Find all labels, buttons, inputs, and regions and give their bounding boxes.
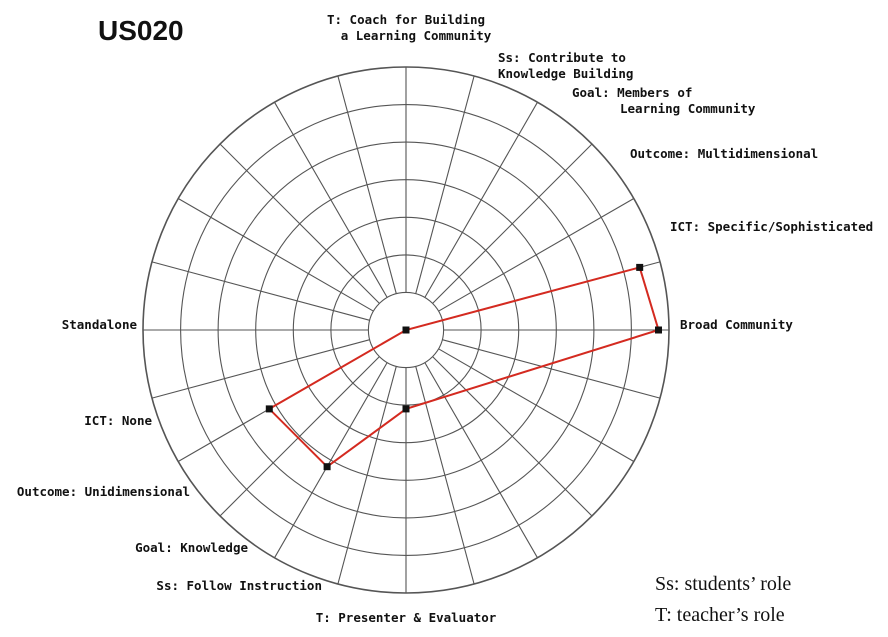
- axis-label: T: Coach for Building a Learning Communit…: [327, 12, 492, 43]
- axis-label-line: Broad Community: [680, 317, 793, 332]
- axis-label-line: T: Presenter & Evaluator: [316, 610, 497, 625]
- axis-label: Goal: Members of Learning Community: [572, 85, 756, 116]
- axis-label-line: Ss: Follow Instruction: [156, 578, 322, 593]
- grid-spoke: [274, 362, 388, 559]
- axis-label: Broad Community: [680, 317, 793, 332]
- axis-label-line: Learning Community: [620, 101, 756, 116]
- data-point: [265, 405, 273, 413]
- axis-labels: T: Coach for Building a Learning Communit…: [17, 12, 873, 625]
- axis-label-line: T: Coach for Building: [327, 12, 485, 27]
- axis-label: ICT: Specific/Sophisticated: [670, 219, 873, 234]
- grid-spoke: [438, 348, 635, 462]
- data-line: [267, 266, 660, 469]
- data-point: [402, 405, 410, 413]
- axis-label-line: Knowledge Building: [498, 66, 633, 81]
- grid-spoke: [337, 366, 397, 585]
- axis-label-line: Ss: Contribute to: [498, 50, 626, 65]
- grid-spoke: [438, 198, 635, 312]
- grid-spoke: [442, 339, 661, 399]
- axis-label-line: ICT: Specific/Sophisticated: [670, 219, 873, 234]
- axis-label: T: Presenter & Evaluator: [316, 610, 497, 625]
- axis-label-line: a Learning Community: [341, 28, 492, 43]
- grid-spoke: [415, 366, 475, 585]
- grid-spoke: [424, 362, 538, 559]
- grid-spoke: [151, 339, 370, 399]
- grid-spoke: [424, 101, 538, 298]
- legend-note-teacher: T: teacher’s role: [655, 604, 785, 626]
- grid-spoke: [432, 356, 593, 517]
- grid-spoke: [415, 75, 475, 294]
- data-point: [402, 326, 410, 334]
- grid-spoke: [151, 261, 370, 321]
- axis-label: Outcome: Multidimensional: [630, 146, 818, 161]
- axis-label-line: ICT: None: [84, 413, 152, 428]
- data-polygon: [265, 263, 662, 471]
- axis-label: Standalone: [62, 317, 138, 332]
- grid-spoke: [337, 75, 397, 294]
- grid-spoke: [219, 356, 380, 517]
- data-point: [636, 263, 644, 271]
- axis-label-line: Outcome: Unidimensional: [17, 484, 190, 499]
- axis-label: Ss: Follow Instruction: [156, 578, 322, 593]
- axis-label-line: Outcome: Multidimensional: [630, 146, 818, 161]
- axis-label: Outcome: Unidimensional: [17, 484, 190, 499]
- grid-spoke: [274, 101, 388, 298]
- legend-note-students: Ss: students’ role: [655, 573, 791, 595]
- data-point: [323, 463, 331, 471]
- chart-title: US020: [98, 15, 184, 46]
- axis-label: ICT: None: [84, 413, 152, 428]
- axis-label-line: Goal: Knowledge: [135, 540, 248, 555]
- axis-label: Goal: Knowledge: [135, 540, 248, 555]
- axis-label-line: Goal: Members of: [572, 85, 692, 100]
- grid-spoke: [219, 143, 380, 304]
- axis-label: Ss: Contribute to Knowledge Building: [498, 50, 633, 81]
- grid-spoke: [177, 198, 374, 312]
- axis-label-line: Standalone: [62, 317, 138, 332]
- grid-spoke: [432, 143, 593, 304]
- data-point: [655, 326, 662, 334]
